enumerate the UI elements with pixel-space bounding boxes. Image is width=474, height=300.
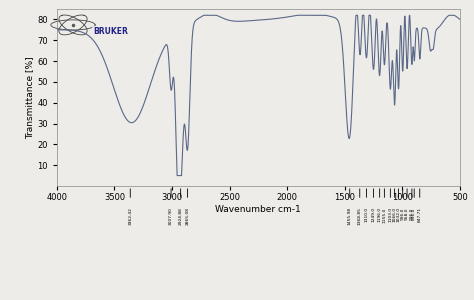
Text: 1455.98: 1455.98 — [348, 207, 352, 225]
Text: 1249.0: 1249.0 — [372, 207, 375, 222]
Text: 1368.85: 1368.85 — [358, 207, 362, 225]
Text: 3007.90: 3007.90 — [169, 207, 173, 225]
Text: 847.71: 847.71 — [418, 207, 422, 222]
Text: 1103.0: 1103.0 — [388, 207, 392, 222]
Text: 1196.0: 1196.0 — [378, 207, 382, 222]
Text: 1032.0: 1032.0 — [397, 207, 401, 222]
Text: 3362.42: 3362.42 — [128, 207, 132, 225]
Y-axis label: Transmittance [%]: Transmittance [%] — [26, 56, 35, 139]
Text: 958.0: 958.0 — [405, 207, 409, 220]
Text: BRUKER: BRUKER — [93, 27, 128, 36]
X-axis label: Wavenumber cm-1: Wavenumber cm-1 — [216, 205, 301, 214]
Text: 916.0: 916.0 — [410, 207, 414, 220]
Text: 1155.0: 1155.0 — [383, 207, 386, 223]
Text: 1310.0: 1310.0 — [365, 207, 369, 222]
Text: 996.0: 996.0 — [401, 207, 405, 220]
Text: 2865.08: 2865.08 — [185, 207, 190, 225]
Text: 2924.88: 2924.88 — [179, 207, 182, 225]
Text: 896.0: 896.0 — [412, 207, 416, 220]
Text: 1066.0: 1066.0 — [392, 207, 397, 222]
